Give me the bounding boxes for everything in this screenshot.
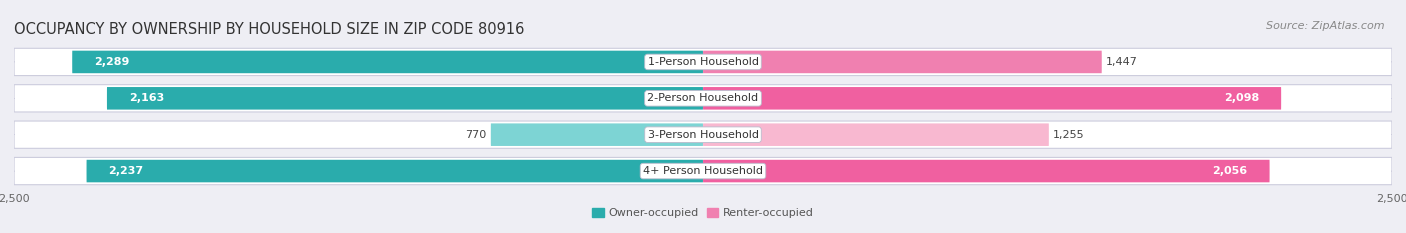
Text: 2,056: 2,056 bbox=[1212, 166, 1247, 176]
FancyBboxPatch shape bbox=[703, 51, 1102, 73]
Text: 1,447: 1,447 bbox=[1107, 57, 1137, 67]
FancyBboxPatch shape bbox=[703, 160, 1270, 182]
FancyBboxPatch shape bbox=[14, 158, 1392, 185]
Text: 2-Person Household: 2-Person Household bbox=[647, 93, 759, 103]
Text: Source: ZipAtlas.com: Source: ZipAtlas.com bbox=[1267, 21, 1385, 31]
FancyBboxPatch shape bbox=[491, 123, 703, 146]
Text: 2,163: 2,163 bbox=[129, 93, 165, 103]
FancyBboxPatch shape bbox=[14, 48, 1392, 75]
Text: OCCUPANCY BY OWNERSHIP BY HOUSEHOLD SIZE IN ZIP CODE 80916: OCCUPANCY BY OWNERSHIP BY HOUSEHOLD SIZE… bbox=[14, 22, 524, 37]
FancyBboxPatch shape bbox=[107, 87, 703, 110]
Text: 1,255: 1,255 bbox=[1053, 130, 1084, 140]
Text: 1-Person Household: 1-Person Household bbox=[648, 57, 758, 67]
Text: 2,098: 2,098 bbox=[1223, 93, 1260, 103]
Bar bbox=[14, 48, 1392, 75]
Text: 2,289: 2,289 bbox=[94, 57, 129, 67]
FancyBboxPatch shape bbox=[72, 51, 703, 73]
FancyBboxPatch shape bbox=[87, 160, 703, 182]
FancyBboxPatch shape bbox=[14, 121, 1392, 148]
Text: 770: 770 bbox=[465, 130, 486, 140]
Bar bbox=[14, 85, 1392, 112]
Bar bbox=[14, 121, 1392, 148]
Text: 2,237: 2,237 bbox=[108, 166, 143, 176]
FancyBboxPatch shape bbox=[703, 123, 1049, 146]
Bar bbox=[14, 158, 1392, 185]
FancyBboxPatch shape bbox=[14, 85, 1392, 112]
Text: 4+ Person Household: 4+ Person Household bbox=[643, 166, 763, 176]
Text: 3-Person Household: 3-Person Household bbox=[648, 130, 758, 140]
FancyBboxPatch shape bbox=[703, 87, 1281, 110]
Legend: Owner-occupied, Renter-occupied: Owner-occupied, Renter-occupied bbox=[592, 208, 814, 218]
